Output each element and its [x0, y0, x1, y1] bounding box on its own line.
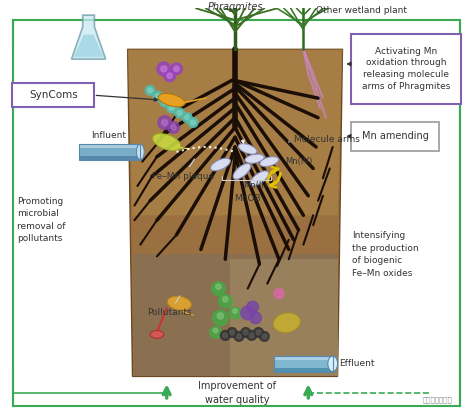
PathPatch shape [72, 15, 106, 59]
Bar [79, 156, 140, 160]
Polygon shape [133, 254, 337, 377]
Ellipse shape [137, 144, 144, 160]
Bar [79, 144, 140, 148]
Circle shape [160, 97, 170, 107]
Circle shape [153, 91, 163, 101]
Polygon shape [230, 259, 337, 377]
Circle shape [174, 108, 184, 118]
Circle shape [171, 63, 182, 75]
Circle shape [171, 125, 176, 130]
Circle shape [164, 70, 175, 82]
Circle shape [191, 120, 195, 125]
Circle shape [256, 330, 261, 335]
Circle shape [177, 110, 182, 115]
Circle shape [157, 62, 171, 76]
Circle shape [249, 333, 254, 338]
Bar [79, 144, 140, 160]
Circle shape [234, 332, 244, 341]
Circle shape [230, 330, 235, 335]
Ellipse shape [260, 157, 279, 166]
Circle shape [250, 312, 262, 324]
Circle shape [229, 307, 241, 319]
Text: Other wetland plant: Other wetland plant [316, 6, 407, 15]
Circle shape [167, 73, 172, 78]
Circle shape [210, 327, 221, 338]
Circle shape [247, 301, 258, 313]
Ellipse shape [238, 144, 257, 154]
Circle shape [259, 332, 269, 341]
Text: Activating Mn
oxidation through
releasing molecule
arms of Phragmites: Activating Mn oxidation through releasin… [362, 47, 450, 91]
Circle shape [233, 309, 237, 314]
Circle shape [158, 116, 172, 129]
Circle shape [213, 328, 218, 333]
Circle shape [241, 306, 255, 320]
Circle shape [182, 113, 192, 122]
Ellipse shape [328, 356, 337, 372]
Circle shape [243, 330, 248, 335]
Circle shape [185, 115, 190, 120]
Circle shape [161, 66, 167, 72]
Ellipse shape [167, 296, 191, 310]
Text: Influent: Influent [91, 131, 127, 140]
Text: Mn(IV): Mn(IV) [285, 157, 312, 166]
Text: Molecule arms: Molecule arms [293, 135, 359, 144]
Circle shape [162, 119, 168, 126]
Ellipse shape [158, 94, 185, 107]
Circle shape [174, 66, 179, 72]
Circle shape [162, 100, 167, 105]
Circle shape [145, 85, 155, 95]
Circle shape [247, 330, 256, 340]
Text: Improvement of
water quality: Improvement of water quality [198, 382, 276, 405]
Circle shape [241, 328, 251, 337]
Text: Fe–Mn plaque: Fe–Mn plaque [152, 159, 214, 181]
Circle shape [155, 94, 160, 98]
Circle shape [223, 333, 228, 338]
Circle shape [274, 288, 284, 298]
Text: MnOB: MnOB [235, 194, 261, 203]
Circle shape [216, 284, 221, 289]
Ellipse shape [250, 171, 269, 185]
Ellipse shape [233, 164, 251, 179]
Text: Mn amending: Mn amending [362, 131, 428, 141]
FancyBboxPatch shape [351, 122, 439, 151]
Circle shape [262, 334, 267, 339]
PathPatch shape [73, 35, 104, 57]
FancyBboxPatch shape [12, 84, 94, 107]
Text: Intensifying
the production
of biogenic
Fe–Mn oxides: Intensifying the production of biogenic … [352, 231, 419, 278]
FancyBboxPatch shape [351, 34, 461, 104]
Circle shape [217, 313, 224, 319]
Bar [79, 144, 140, 160]
Circle shape [223, 297, 228, 302]
Circle shape [227, 328, 237, 337]
Polygon shape [128, 49, 342, 377]
Circle shape [219, 295, 232, 308]
Circle shape [169, 105, 174, 110]
Ellipse shape [153, 133, 181, 151]
Ellipse shape [150, 330, 164, 338]
Bar [274, 356, 333, 372]
Text: SynComs: SynComs [29, 90, 78, 100]
Circle shape [168, 122, 179, 133]
Text: Promoting
microbial
removal of
pollutants: Promoting microbial removal of pollutant… [17, 197, 66, 243]
Circle shape [212, 310, 228, 325]
Ellipse shape [245, 154, 264, 163]
Text: Effluent: Effluent [339, 359, 375, 368]
Bar [274, 356, 333, 360]
Ellipse shape [273, 313, 301, 332]
Bar [274, 368, 333, 372]
Polygon shape [128, 49, 342, 215]
Circle shape [188, 118, 198, 127]
Circle shape [167, 103, 176, 113]
Circle shape [148, 88, 153, 93]
Circle shape [237, 334, 241, 339]
Text: Mn(II): Mn(II) [243, 181, 267, 190]
Text: 中国工程院院刊: 中国工程院院刊 [423, 396, 453, 403]
Ellipse shape [210, 158, 230, 171]
Text: Pollutants: Pollutants [147, 296, 192, 318]
Circle shape [254, 328, 264, 337]
Circle shape [211, 282, 225, 295]
Text: Phragmites: Phragmites [207, 2, 263, 12]
Circle shape [220, 330, 230, 340]
Bar [274, 356, 333, 372]
